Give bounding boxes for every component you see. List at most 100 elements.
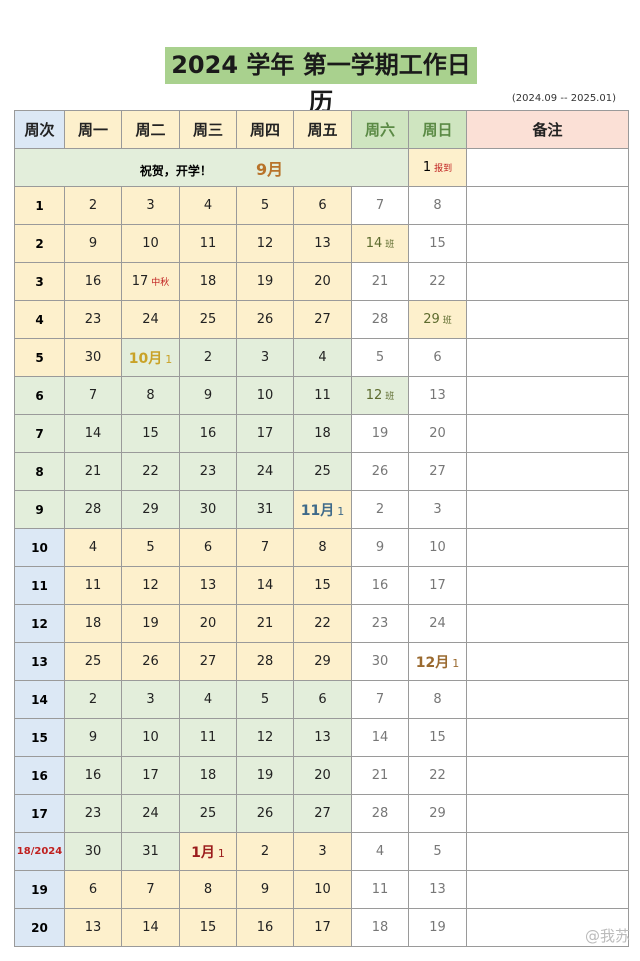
week-number: 4	[14, 300, 65, 339]
remarks-cell[interactable]	[466, 756, 629, 795]
day-cell: 10	[121, 718, 180, 757]
remarks-cell[interactable]	[466, 870, 629, 909]
day-number: 16	[371, 578, 389, 593]
day-number: 13	[314, 236, 331, 251]
day-number: 26	[256, 312, 274, 327]
day-cell: 6	[64, 870, 122, 909]
day-number: 30	[84, 844, 102, 859]
day-number: 9	[260, 882, 270, 897]
day-cell: 17	[236, 414, 294, 453]
week-row: 19 6 7 8 9 10 11 13	[14, 870, 629, 909]
remarks-cell[interactable]	[466, 642, 629, 681]
week-row: 10 4 5 6 7 8 9 10	[14, 528, 629, 567]
remarks-cell[interactable]	[466, 832, 629, 871]
month-label-september: 9月	[256, 159, 284, 179]
day-number: 17	[429, 578, 446, 593]
day-number: 13	[314, 730, 331, 745]
remarks-cell[interactable]	[466, 490, 629, 529]
day-number: 6	[318, 198, 327, 213]
day-cell: 15	[121, 414, 180, 453]
day-cell: 22	[408, 756, 467, 795]
day-cell: 25	[293, 452, 352, 491]
day-cell: 7	[351, 186, 409, 225]
day-cell: 3	[408, 490, 467, 529]
day-number: 19	[371, 426, 389, 441]
remarks-cell[interactable]	[466, 528, 629, 567]
remarks-cell[interactable]	[466, 566, 629, 605]
day-number: 27	[199, 654, 217, 669]
day-number: 10	[142, 236, 159, 251]
day-number: 19	[142, 616, 159, 631]
day-number: 18	[371, 920, 389, 935]
day-note: 1	[452, 656, 460, 670]
day-cell: 22	[121, 452, 180, 491]
day-number: 3	[146, 692, 155, 707]
day-cell: 29	[121, 490, 180, 529]
day-number: 18	[84, 616, 102, 631]
day-number: 29	[423, 312, 440, 327]
remarks-cell[interactable]	[466, 262, 629, 301]
day-number: 31	[256, 502, 274, 517]
day-cell: 14	[236, 566, 294, 605]
day-cell: 13	[293, 718, 352, 757]
day-cell: 2	[236, 832, 294, 871]
day-number: 19	[256, 274, 274, 289]
day-number: 24	[429, 616, 446, 631]
remarks-cell[interactable]	[466, 414, 629, 453]
remarks-cell[interactable]	[466, 376, 629, 415]
day-number: 20	[199, 616, 217, 631]
day-cell: 8	[121, 376, 180, 415]
day-note: 1	[337, 504, 345, 518]
day-cell: 10	[236, 376, 294, 415]
day-number: 30	[199, 502, 217, 517]
day-number: 21	[84, 464, 102, 479]
remarks-cell[interactable]	[466, 680, 629, 719]
day-cell: 17	[121, 756, 180, 795]
day-cell: 7	[64, 376, 122, 415]
week-row: 13 25 26 27 28 29 30 12月 1	[14, 642, 629, 681]
remarks-cell[interactable]	[466, 718, 629, 757]
week-number: 18/2024	[14, 832, 65, 871]
day-number: 21	[256, 616, 274, 631]
day-cell: 7	[236, 528, 294, 567]
remarks-cell[interactable]	[466, 186, 629, 225]
day-number: 12月	[415, 654, 450, 671]
day-number: 7	[375, 692, 385, 707]
day-cell: 28	[64, 490, 122, 529]
remarks-cell[interactable]	[466, 604, 629, 643]
week-row: 7 14 15 16 17 18 19 20	[14, 414, 629, 453]
day-note: 报到	[434, 164, 453, 174]
day-number: 12	[256, 236, 274, 251]
day-cell: 24	[236, 452, 294, 491]
day-cell: 27	[293, 794, 352, 833]
day-number: 25	[84, 654, 102, 669]
day-cell: 18	[64, 604, 122, 643]
day-number: 21	[371, 274, 389, 289]
day-number: 11	[199, 730, 217, 745]
remarks-cell[interactable]	[466, 148, 629, 187]
remarks-cell[interactable]	[466, 794, 629, 833]
day-cell: 20	[293, 756, 352, 795]
week-row: 3 16 17 中秋 18 19 20 21 22	[14, 262, 629, 301]
remarks-cell[interactable]	[466, 908, 629, 947]
day-cell: 16	[179, 414, 237, 453]
week-row: 4 23 24 25 26 27 28 29 班	[14, 300, 629, 339]
day-cell: 3	[236, 338, 294, 377]
remarks-cell[interactable]	[466, 300, 629, 339]
day-cell: 25	[179, 794, 237, 833]
remarks-cell[interactable]	[466, 224, 629, 263]
remarks-cell[interactable]	[466, 338, 629, 377]
day-number: 21	[371, 768, 389, 783]
day-cell: 5	[351, 338, 409, 377]
day-number: 3	[433, 502, 442, 517]
day-cell: 11	[179, 718, 237, 757]
day-number: 14	[371, 730, 389, 745]
day-number: 8	[433, 692, 442, 707]
day-cell: 13	[293, 224, 352, 263]
remarks-cell[interactable]	[466, 452, 629, 491]
day-number: 4	[203, 198, 213, 213]
day-number: 12	[256, 730, 274, 745]
day-number: 10月	[128, 350, 163, 367]
day-number: 4	[318, 350, 327, 365]
